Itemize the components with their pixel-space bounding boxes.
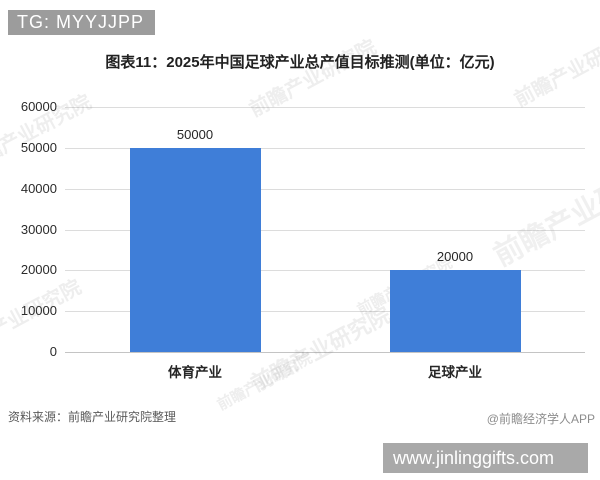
bar-足球产业 [389, 270, 521, 352]
x-axis-category-label: 体育产业 [168, 365, 222, 380]
gridline [65, 229, 585, 231]
y-tick-label: 10000 [20, 303, 57, 319]
plot-area [65, 107, 585, 353]
y-tick-label: 60000 [20, 99, 57, 114]
bar-value-label: 50000 [176, 126, 214, 142]
site-url-strip: www.jinlinggifts.com [383, 443, 588, 473]
gridline [65, 188, 585, 190]
y-tick-label: 20000 [20, 262, 57, 278]
bar-体育产业 [129, 147, 261, 352]
chart-title: 图表11：2025年中国足球产业总产值目标推测(单位：亿元) [105, 54, 495, 71]
y-tick-label: 40000 [20, 180, 57, 196]
y-tick-label: 0 [49, 344, 57, 359]
y-tick-label: 50000 [20, 139, 57, 155]
gridline [65, 311, 585, 313]
x-axis-line [65, 352, 585, 353]
tg-badge: TG: MYYJJPP [8, 10, 156, 35]
bar-value-label: 20000 [436, 249, 474, 265]
gridline [65, 107, 585, 108]
credit-note: @前瞻经济学人APP [486, 412, 595, 426]
x-axis-category-label: 足球产业 [428, 365, 482, 380]
y-tick-label: 30000 [20, 221, 57, 237]
gridline [65, 270, 585, 272]
source-note: 资料来源：前瞻产业研究院整理 [8, 410, 177, 424]
gridline [65, 147, 585, 149]
